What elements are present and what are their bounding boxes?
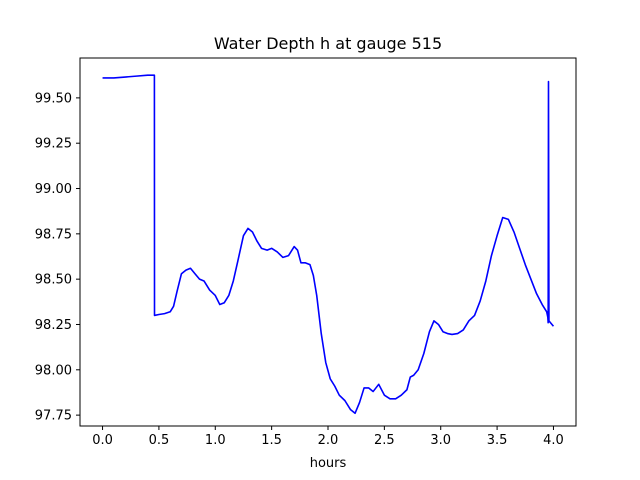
plot-area-frame <box>79 57 577 427</box>
y-tick-label: 99.00 <box>35 182 72 197</box>
ticks-layer: 0.0 0.5 1.0 1.5 2.0 2.5 3.0 3.5 4.0 97.75 98.00 98.… <box>35 91 564 448</box>
x-tick-label: 2.0 <box>318 433 339 448</box>
x-tick-label: 2.5 <box>374 433 395 448</box>
y-tick-label: 99.25 <box>35 137 72 152</box>
y-tick-label: 98.00 <box>35 363 72 378</box>
y-tick-label: 98.75 <box>35 227 72 242</box>
y-tick-label: 98.50 <box>35 273 72 288</box>
x-tick-label: 0.0 <box>92 433 113 448</box>
x-tick-label: 3.0 <box>430 433 451 448</box>
series-layer <box>102 74 555 415</box>
y-tick-label: 97.75 <box>35 409 72 424</box>
series-line-0 <box>102 74 555 415</box>
x-tick-label: 3.5 <box>487 433 508 448</box>
y-tick-label: 99.50 <box>35 91 72 106</box>
x-tick-label: 4.0 <box>543 433 564 448</box>
x-tick-label: 1.0 <box>205 433 226 448</box>
x-axis-label: hours <box>310 456 347 471</box>
y-tick-label: 98.25 <box>35 318 72 333</box>
chart-title: Water Depth h at gauge 515 <box>214 34 442 53</box>
x-tick-label: 0.5 <box>149 433 170 448</box>
x-tick-label: 1.5 <box>261 433 282 448</box>
